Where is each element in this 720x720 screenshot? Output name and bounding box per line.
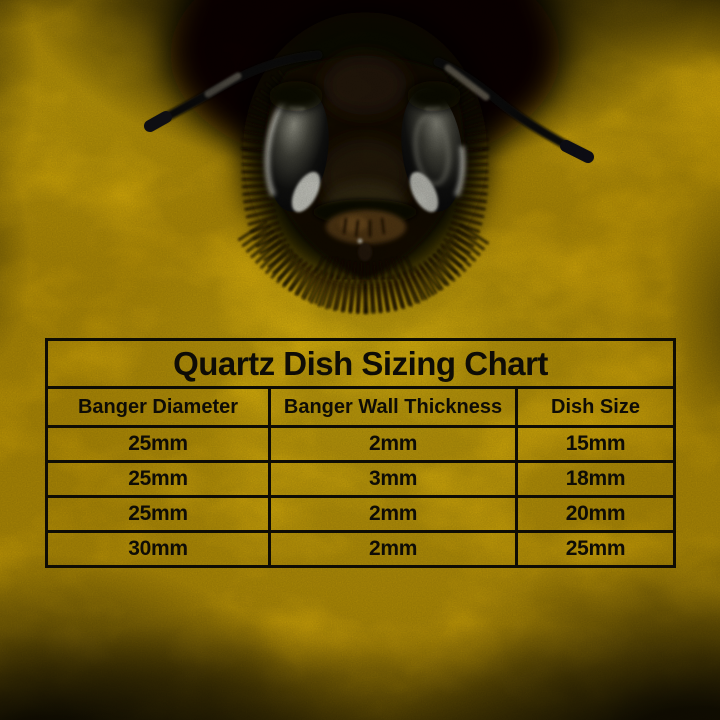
table-cell: 25mm [515, 533, 673, 565]
table-cell: 18mm [515, 463, 673, 495]
table-row: 25mm 2mm 20mm [48, 495, 673, 530]
column-header-banger-wall-thickness: Banger Wall Thickness [268, 389, 515, 425]
table-cell: 25mm [128, 467, 188, 490]
table-row: 25mm 2mm 15mm [48, 428, 673, 460]
column-header-banger-diameter: Banger Diameter [77, 396, 239, 418]
sizing-chart-table: Quartz Dish Sizing Chart Banger Diameter… [45, 338, 676, 568]
table-row: 25mm 3mm 18mm [48, 460, 673, 495]
table-cell: 20mm [515, 498, 673, 530]
table-title: Quartz Dish Sizing Chart [48, 341, 673, 389]
table-cell: 25mm [128, 502, 188, 525]
table-cell: 2mm [268, 533, 515, 565]
table-row: 30mm 2mm 25mm [48, 530, 673, 565]
table-cell: 25mm [128, 432, 188, 455]
table-cell: 3mm [268, 463, 515, 495]
table-cell: 2mm [268, 428, 515, 460]
table-cell: 15mm [515, 428, 673, 460]
table-cell: 30mm [128, 537, 188, 560]
table-cell: 2mm [268, 498, 515, 530]
column-header-dish-size: Dish Size [515, 389, 673, 425]
table-header-row: Banger Diameter Banger Wall Thickness Di… [48, 389, 673, 428]
